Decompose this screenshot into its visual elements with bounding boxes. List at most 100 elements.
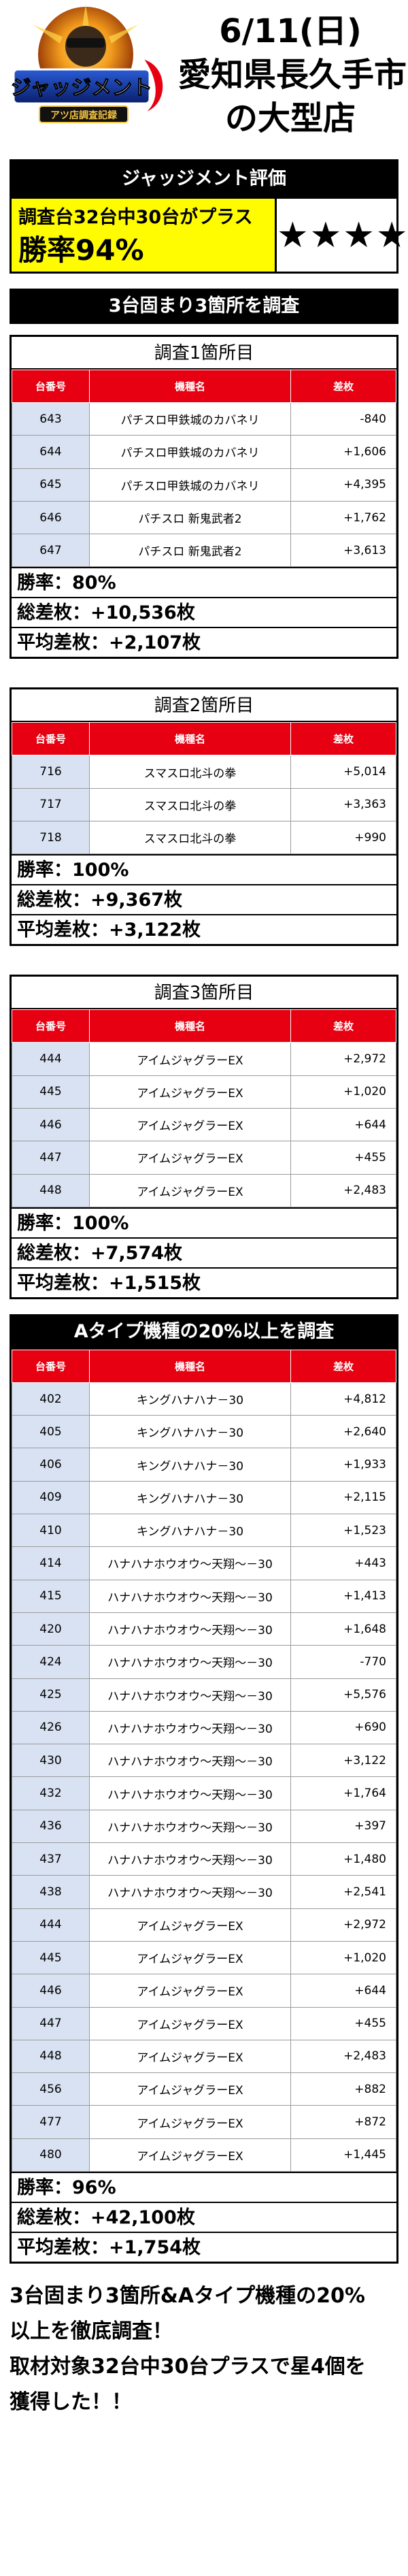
machine-model: アイムジャグラーEX <box>89 1141 291 1175</box>
table-row: 414 ハナハナホウオウ～天翔～－30 +443 <box>12 1546 396 1580</box>
survey-2-table: 台番号 機種名 差枚 716 スマスロ北斗の拳 +5,014 717 スマスロ北斗の拳… <box>12 722 396 855</box>
medal-difference: +1,480 <box>290 1842 396 1876</box>
survey-3-table: 台番号 機種名 差枚 444 アイムジャグラーEX +2,972 445 アイムジャグ… <box>12 1009 396 1207</box>
table-row: 477 アイムジャグラーEX +872 <box>12 2105 396 2139</box>
machine-number: 402 <box>12 1382 90 1416</box>
column-header-model: 機種名 <box>89 1009 291 1043</box>
medal-difference: +644 <box>290 1107 396 1142</box>
machine-model: アイムジャグラーEX <box>89 1173 291 1207</box>
machine-number: 718 <box>12 821 90 855</box>
machine-model: アイムジャグラーEX <box>89 2039 291 2074</box>
column-header-model: 機種名 <box>89 722 291 756</box>
machine-model: スマスロ北斗の拳 <box>89 821 291 855</box>
medal-difference: +455 <box>290 1141 396 1175</box>
table-row: 432 ハナハナホウオウ～天翔～－30 +1,764 <box>12 1776 396 1810</box>
medal-difference: +690 <box>290 1710 396 1745</box>
machine-number: 424 <box>12 1645 90 1679</box>
column-header-model: 機種名 <box>89 1349 291 1383</box>
machine-model: パチスロ甲鉄城のカバネリ <box>89 468 291 502</box>
medal-difference: +2,972 <box>290 1908 396 1942</box>
table-row: 402 キングハナハナ－30 +4,812 <box>12 1382 396 1416</box>
table-header-row: 台番号 機種名 差枚 <box>12 1349 396 1383</box>
medal-difference: +1,648 <box>290 1612 396 1646</box>
machine-model: ハナハナホウオウ～天翔～－30 <box>89 1776 291 1810</box>
machine-number: 406 <box>12 1448 90 1482</box>
table-header-row: 台番号 機種名 差枚 <box>12 1009 396 1043</box>
table-row: 480 アイムジャグラーEX +1,445 <box>12 2138 396 2172</box>
table-row: 445 アイムジャグラーEX +1,020 <box>12 1075 396 1109</box>
machine-number: 447 <box>12 2006 90 2040</box>
machine-number: 717 <box>12 787 90 822</box>
machine-number: 647 <box>12 534 90 568</box>
table-row: 426 ハナハナホウオウ～天翔～－30 +690 <box>12 1710 396 1745</box>
machine-number: 415 <box>12 1579 90 1613</box>
table-row: 415 ハナハナホウオウ～天翔～－30 +1,413 <box>12 1579 396 1613</box>
machine-number: 420 <box>12 1612 90 1646</box>
medal-difference: +2,972 <box>290 1042 396 1076</box>
machine-model: アイムジャグラーEX <box>89 2006 291 2040</box>
table-header-row: 台番号 機種名 差枚 <box>12 722 396 756</box>
machine-number: 410 <box>12 1514 90 1548</box>
machine-number: 645 <box>12 468 90 502</box>
table-row: 643 パチスロ甲鉄城のカバネリ -840 <box>12 402 396 436</box>
table-row: 424 ハナハナホウオウ～天翔～－30 -770 <box>12 1645 396 1679</box>
medal-difference: +1,020 <box>290 1075 396 1109</box>
topic-cluster-survey: 3台固まり3箇所を調査 <box>10 289 398 324</box>
machine-model: スマスロ北斗の拳 <box>89 787 291 822</box>
header-title-block: 6/11(日) 愛知県長久手市 の大型店 <box>178 10 407 140</box>
table-row: 437 ハナハナホウオウ～天翔～－30 +1,480 <box>12 1842 396 1876</box>
survey-3-title: 調査3箇所目 <box>12 977 396 1010</box>
machine-model: ハナハナホウオウ～天翔～－30 <box>89 1678 291 1712</box>
footer-line-4: 獲得した！！ <box>10 2390 132 2414</box>
machine-number: 445 <box>12 1075 90 1109</box>
machine-model: アイムジャグラーEX <box>89 1075 291 1109</box>
machine-model: アイムジャグラーEX <box>89 1042 291 1076</box>
machine-number: 477 <box>12 2105 90 2139</box>
survey-date: 6/11(日) <box>219 12 362 50</box>
survey-3-win-rate: 勝率：100% <box>12 1207 396 1237</box>
machine-number: 646 <box>12 500 90 535</box>
medal-difference: +3,613 <box>290 534 396 568</box>
medal-difference: +2,483 <box>290 2039 396 2074</box>
machine-number: 437 <box>12 1842 90 1876</box>
table-row: 446 アイムジャグラーEX +644 <box>12 1974 396 2008</box>
column-header-diff: 差枚 <box>290 370 396 403</box>
evaluation-summary-line1: 調査台32台中30台がプラス <box>18 207 253 228</box>
survey-1-total: 総差枚：+10,536枚 <box>12 597 396 627</box>
footer-line-1: 3台固まり3箇所&Aタイプ機種の20% <box>10 2283 365 2308</box>
footer-line-2: 以上を徹底調査！ <box>10 2319 173 2343</box>
machine-model: ハナハナホウオウ～天翔～－30 <box>89 1744 291 1778</box>
table-row: 447 アイムジャグラーEX +455 <box>12 1141 396 1175</box>
machine-number: 444 <box>12 1042 90 1076</box>
medal-difference: +397 <box>290 1809 396 1844</box>
medal-difference: +3,122 <box>290 1744 396 1778</box>
machine-model: キングハナハナ－30 <box>89 1514 291 1548</box>
atype-average: 平均差枚：+1,754枚 <box>12 2231 396 2262</box>
table-row: 644 パチスロ甲鉄城のカバネリ +1,606 <box>12 435 396 469</box>
machine-model: キングハナハナ－30 <box>89 1415 291 1449</box>
machine-number: 448 <box>12 1173 90 1207</box>
summary-footer: 3台固まり3箇所&Aタイプ機種の20% 以上を徹底調査！ 取材対象32台中30台… <box>10 2279 398 2420</box>
machine-number: 446 <box>12 1107 90 1142</box>
medal-difference: +2,640 <box>290 1415 396 1449</box>
machine-number: 644 <box>12 435 90 469</box>
medal-difference: +455 <box>290 2006 396 2040</box>
machine-number: 456 <box>12 2072 90 2106</box>
machine-number: 716 <box>12 755 90 789</box>
survey-1-table: 台番号 機種名 差枚 643 パチスロ甲鉄城のカバネリ -840 644 パチスロ甲鉄… <box>12 370 396 568</box>
machine-number: 432 <box>12 1776 90 1810</box>
machine-number: 643 <box>12 402 90 436</box>
survey-3-total: 総差枚：+7,574枚 <box>12 1237 396 1267</box>
evaluation-title: ジャッジメント評価 <box>12 161 396 197</box>
machine-number: 447 <box>12 1141 90 1175</box>
machine-model: アイムジャグラーEX <box>89 1974 291 2008</box>
table-row: 425 ハナハナホウオウ～天翔～－30 +5,576 <box>12 1678 396 1712</box>
machine-number: 448 <box>12 2039 90 2074</box>
survey-1: 調査1箇所目 台番号 機種名 差枚 643 パチスロ甲鉄城のカバネリ -840 64… <box>10 335 398 659</box>
medal-difference: +3,363 <box>290 787 396 822</box>
table-row: 447 アイムジャグラーEX +455 <box>12 2006 396 2040</box>
table-row: 409 キングハナハナ－30 +2,115 <box>12 1480 396 1515</box>
medal-difference: +5,014 <box>290 755 396 789</box>
medal-difference: +644 <box>290 1974 396 2008</box>
machine-number: 426 <box>12 1710 90 1745</box>
